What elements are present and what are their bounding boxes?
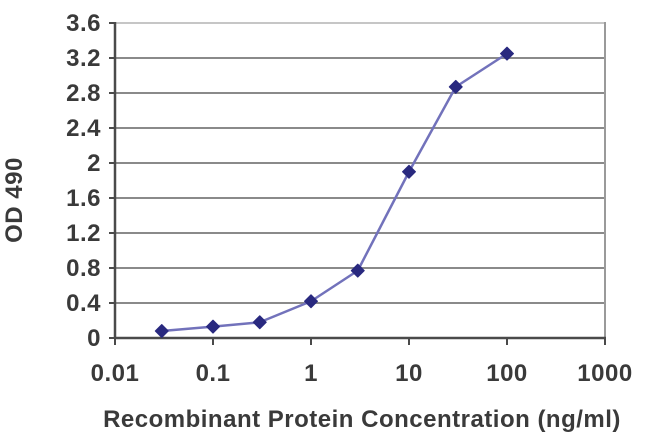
series-line (160, 52, 509, 333)
y-tick-label: 1.6 (66, 185, 101, 212)
x-axis-title: Recombinant Protein Concentration (ng/ml… (103, 406, 621, 433)
data-point-marker (350, 263, 365, 278)
data-point-marker (500, 46, 514, 61)
y-tick-label: 1.2 (66, 220, 101, 247)
y-tick-label: 0.8 (66, 255, 101, 282)
axes (109, 22, 606, 345)
data-point-marker (252, 315, 267, 330)
data-point-marker (304, 294, 318, 309)
y-tick-label: 2.8 (66, 80, 101, 107)
data-point-marker (448, 79, 463, 94)
data-point-marker (402, 164, 416, 179)
x-tick-label: 0.01 (91, 360, 140, 387)
x-tick-label: 100 (486, 360, 528, 387)
x-tick-label: 10 (395, 360, 423, 387)
data-series (154, 46, 514, 338)
y-axis-tick-labels: 0 0.4 0.8 1.2 1.6 2 2.4 2.8 3.2 3.6 (66, 10, 101, 352)
y-tick-label: 3.6 (66, 10, 101, 37)
x-tick-label: 1 (304, 360, 318, 387)
y-tick-label: 0 (87, 325, 101, 352)
y-tick-label: 0.4 (66, 290, 101, 317)
data-point-marker (154, 324, 169, 338)
x-tick-label: 1000 (577, 360, 632, 387)
x-tick-label: 0.1 (196, 360, 231, 387)
x-axis-tick-labels: 0.01 0.1 1 10 100 1000 (91, 360, 633, 387)
y-tick-label: 2.4 (66, 115, 101, 142)
gridlines (115, 22, 605, 304)
y-tick-label: 3.2 (66, 45, 101, 72)
data-point-marker (206, 319, 220, 334)
y-axis-title: OD 490 (1, 157, 28, 243)
y-tick-label: 2 (87, 150, 101, 177)
